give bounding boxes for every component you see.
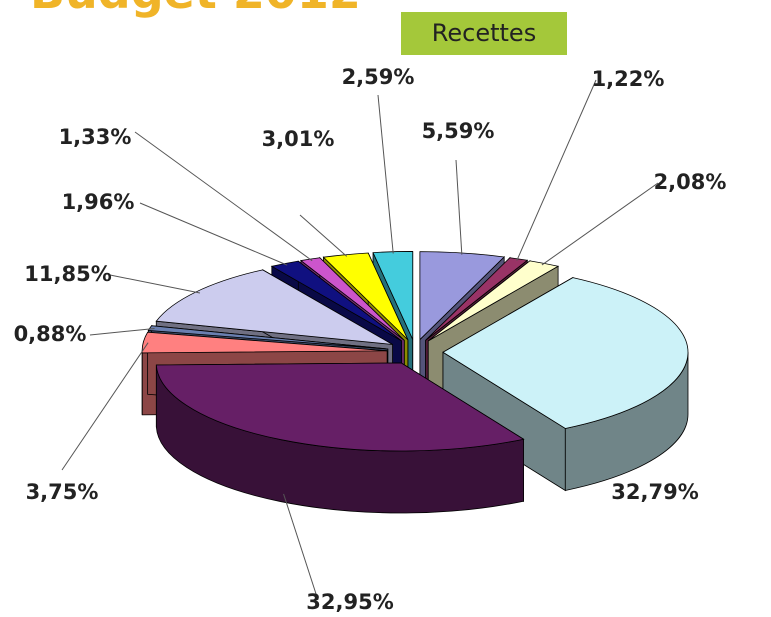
data-label: 1,96% — [62, 190, 135, 214]
leader-line — [299, 214, 348, 257]
data-label: 1,22% — [592, 67, 665, 91]
leader-line — [377, 94, 394, 254]
data-label: 2,59% — [342, 65, 415, 89]
slice-top — [155, 362, 525, 452]
data-label: 11,85% — [24, 262, 111, 286]
leader-line — [89, 328, 155, 336]
leader-line — [283, 493, 319, 601]
data-label: 2,08% — [654, 170, 727, 194]
data-label: 32,79% — [611, 480, 698, 504]
slice-top — [147, 325, 388, 350]
leader-line — [134, 131, 313, 262]
leader-line — [516, 79, 597, 261]
data-label: 0,88% — [14, 322, 87, 346]
leader-line — [109, 274, 201, 294]
slice-top — [425, 257, 529, 341]
slice-top — [270, 260, 402, 342]
chart-subtitle: Recettes — [432, 19, 536, 47]
data-label: 3,75% — [26, 480, 99, 504]
leader-line — [61, 342, 149, 471]
data-label: 5,59% — [422, 119, 495, 143]
leader-line — [139, 202, 288, 266]
leader-line — [541, 182, 659, 266]
pie-slice — [155, 362, 525, 514]
data-label: 3,01% — [262, 127, 335, 151]
slice-top — [419, 251, 506, 341]
slice-top — [442, 277, 689, 429]
slice-top — [141, 331, 388, 354]
pie-slice — [442, 276, 689, 492]
chart-title: Budget 2012 — [30, 0, 361, 19]
leader-line — [455, 159, 463, 255]
data-label: 1,33% — [59, 125, 132, 149]
data-label: 32,95% — [306, 590, 393, 614]
subtitle-box — [401, 12, 567, 55]
